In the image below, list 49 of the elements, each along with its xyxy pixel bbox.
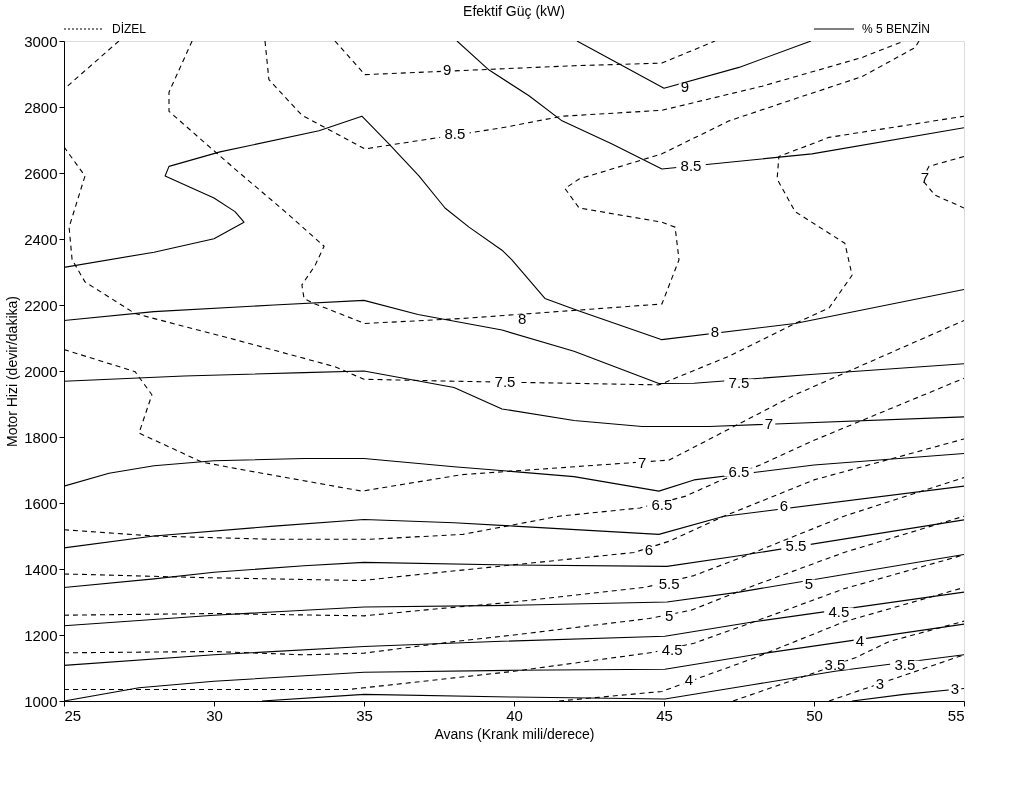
annotation: 7 <box>637 454 647 472</box>
annotation: 3.5 <box>894 655 916 673</box>
annotation: 3 <box>875 674 885 692</box>
annotation: 4 <box>684 670 694 688</box>
x-tick-label: 40 <box>506 706 523 724</box>
x-tick-label: 30 <box>206 706 223 724</box>
annotation: 8.5 <box>680 157 702 175</box>
y-tick-label: 2200 <box>24 296 58 314</box>
y-tick-label: 2800 <box>24 98 58 116</box>
annotation: 3.5 <box>824 656 846 674</box>
y-tick-label: 2000 <box>24 362 58 380</box>
annotation: 7.5 <box>728 374 750 392</box>
annotation: 5.5 <box>785 536 807 554</box>
annotation: 6.5 <box>728 463 750 481</box>
x-tick-label: 25 <box>64 706 82 724</box>
annotation: 3 <box>950 680 960 698</box>
y-tick-label: 2600 <box>24 164 58 182</box>
y-axis-title: Motor Hizi (devir/dakika) <box>4 296 21 447</box>
annotation: 9 <box>680 78 690 96</box>
x-tick-label: 50 <box>806 706 823 724</box>
annotation: 8 <box>710 323 720 341</box>
annotation: 7 <box>764 415 774 433</box>
annotation: 5.5 <box>658 574 680 592</box>
annotation: 4.5 <box>828 602 850 620</box>
annotation: 6 <box>779 497 789 515</box>
y-tick-label: 1800 <box>24 428 58 446</box>
y-tick-label: 1600 <box>24 494 58 512</box>
y-tick-label: 1000 <box>24 692 58 710</box>
annotation: 7.5 <box>494 373 516 391</box>
x-axis-title: Avans (Krank mili/derece) <box>434 725 595 742</box>
y-tick-label: 1200 <box>24 626 58 644</box>
annotation: 4.5 <box>661 640 683 658</box>
annotation: 5 <box>804 574 814 592</box>
annotation: 6 <box>644 540 654 558</box>
annotation: 4 <box>855 632 865 650</box>
annotation: 5 <box>664 607 674 625</box>
legend-label: % 5 BENZİN <box>862 22 931 36</box>
x-tick-label: 55 <box>947 706 965 724</box>
y-tick-label: 1400 <box>24 560 58 578</box>
legend-label: DİZEL <box>112 22 147 36</box>
annotation: 9 <box>442 61 452 79</box>
annotation: 8.5 <box>444 125 466 143</box>
x-tick-label: 35 <box>356 706 373 724</box>
x-tick-label: 45 <box>656 706 673 724</box>
annotation: 8 <box>517 309 527 327</box>
y-tick-label: 3000 <box>24 32 58 50</box>
annotation: 6.5 <box>651 496 673 514</box>
y-tick-label: 2400 <box>24 230 58 248</box>
chart-title: Efektif Güç (kW) <box>463 3 565 19</box>
